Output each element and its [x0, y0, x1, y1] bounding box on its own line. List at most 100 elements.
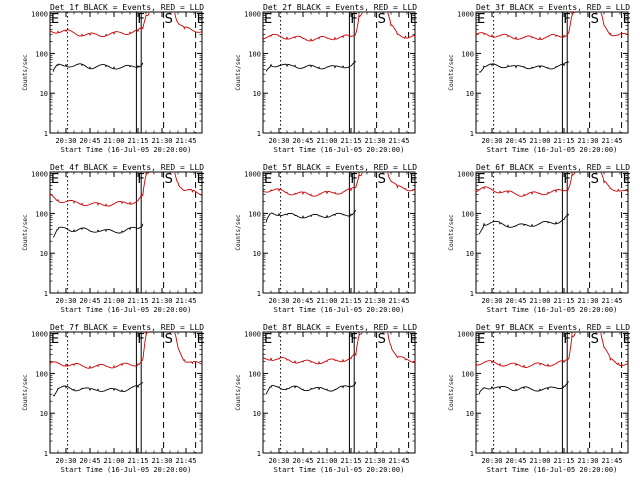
plot-frame	[262, 171, 416, 294]
x-axis-label: Start Time (16-Jul-05 20:20:00)	[487, 306, 618, 314]
marker-f: F	[563, 332, 570, 347]
y-axis-label: Counts/sec	[448, 214, 455, 251]
x-tick-label: 21:00	[103, 297, 124, 305]
series-events	[52, 223, 144, 238]
x-tick-label: 21:15	[340, 137, 361, 145]
series-lld	[49, 331, 203, 369]
y-tick-label: 100	[461, 210, 474, 218]
marker-s: S	[165, 172, 173, 187]
x-tick-label: 20:30	[481, 457, 502, 465]
y-axis-label: Counts/sec	[22, 54, 29, 91]
series-lld	[49, 12, 203, 38]
marker-e-left: E	[477, 172, 485, 187]
marker-e-left: E	[51, 12, 59, 27]
plot-frame	[475, 171, 629, 294]
x-tick-label: 21:45	[601, 457, 622, 465]
marker-e-left: E	[51, 172, 59, 187]
panel-det-5f: Det 5f BLACK = Events, RED = LLD 1 10 100 10…	[235, 163, 418, 314]
y-axis-label: Counts/sec	[22, 374, 29, 411]
x-tick-label: 20:45	[79, 137, 100, 145]
panel-det-2f: Det 2f BLACK = Events, RED = LLD 1 10 100 10…	[235, 3, 418, 154]
x-tick-label: 21:15	[127, 297, 148, 305]
y-tick-label: 100	[248, 210, 261, 218]
series-lld	[262, 172, 416, 197]
x-tick-label: 21:15	[340, 297, 361, 305]
series-events	[265, 60, 357, 72]
y-tick-label: 1000	[244, 11, 261, 19]
x-axis-label: Start Time (16-Jul-05 20:20:00)	[61, 146, 192, 154]
plot-frame	[49, 331, 203, 454]
x-tick-label: 21:45	[175, 297, 196, 305]
series-lld	[475, 172, 629, 197]
y-tick-label: 100	[248, 50, 261, 58]
panel-title: Det 9f BLACK = Events, RED = LLD	[476, 323, 630, 332]
x-tick-label: 21:30	[364, 137, 385, 145]
y-tick-label: 1	[470, 450, 474, 458]
plot-frame	[475, 11, 629, 134]
x-axis-label: Start Time (16-Jul-05 20:20:00)	[274, 146, 405, 154]
panel-title: Det 4f BLACK = Events, RED = LLD	[50, 163, 204, 172]
marker-e: E	[197, 172, 205, 187]
y-tick-label: 1000	[457, 331, 474, 339]
x-tick-label: 20:45	[505, 457, 526, 465]
y-tick-label: 10	[253, 410, 261, 418]
marker-e: E	[197, 332, 205, 347]
panel-title: Det 8f BLACK = Events, RED = LLD	[263, 323, 417, 332]
marker-e: E	[410, 332, 418, 347]
marker-e-left: E	[264, 12, 272, 27]
x-tick-label: 20:30	[55, 457, 76, 465]
marker-f: F	[350, 172, 357, 187]
series-lld	[49, 172, 203, 207]
marker-s: S	[378, 332, 386, 347]
x-tick-label: 21:45	[601, 297, 622, 305]
marker-s: S	[378, 172, 386, 187]
panel-title: Det 3f BLACK = Events, RED = LLD	[476, 3, 630, 12]
x-tick-label: 21:00	[316, 297, 337, 305]
marker-e-left: E	[51, 332, 59, 347]
x-tick-label: 21:45	[175, 137, 196, 145]
x-tick-label: 20:30	[481, 297, 502, 305]
x-tick-label: 20:45	[505, 297, 526, 305]
plot-frame	[262, 331, 416, 454]
x-tick-label: 21:15	[553, 137, 574, 145]
x-tick-label: 21:00	[316, 137, 337, 145]
x-tick-label: 21:45	[175, 457, 196, 465]
y-tick-label: 1000	[31, 331, 48, 339]
y-axis-label: Counts/sec	[235, 54, 242, 91]
plot-frame	[475, 331, 629, 454]
x-tick-label: 20:45	[505, 137, 526, 145]
x-tick-label: 21:30	[364, 457, 385, 465]
marker-e-left: E	[264, 172, 272, 187]
marker-e: E	[623, 172, 631, 187]
marker-e-left: E	[264, 332, 272, 347]
x-tick-label: 21:00	[103, 137, 124, 145]
marker-e: E	[623, 12, 631, 27]
x-tick-label: 20:45	[292, 297, 313, 305]
y-tick-label: 10	[40, 90, 48, 98]
panel-title: Det 2f BLACK = Events, RED = LLD	[263, 3, 417, 12]
x-tick-label: 21:30	[577, 457, 598, 465]
series-events	[52, 62, 144, 72]
x-tick-label: 21:00	[103, 457, 124, 465]
marker-s: S	[165, 332, 173, 347]
y-tick-label: 100	[461, 50, 474, 58]
marker-f: F	[137, 12, 144, 27]
marker-f: F	[137, 172, 144, 187]
y-axis-label: Counts/sec	[448, 374, 455, 411]
x-axis-label: Start Time (16-Jul-05 20:20:00)	[61, 466, 192, 474]
x-tick-label: 21:30	[577, 297, 598, 305]
y-tick-label: 1000	[31, 171, 48, 179]
series-lld	[475, 11, 629, 40]
panel-det-3f: Det 3f BLACK = Events, RED = LLD 1 10 100 10…	[448, 3, 631, 154]
y-tick-label: 100	[248, 370, 261, 378]
y-tick-label: 10	[466, 410, 474, 418]
y-axis-label: Counts/sec	[22, 214, 29, 251]
x-tick-label: 21:30	[151, 137, 172, 145]
y-tick-label: 1	[257, 290, 261, 298]
x-tick-label: 21:45	[388, 297, 409, 305]
y-tick-label: 10	[253, 250, 261, 258]
marker-s: S	[165, 12, 173, 27]
marker-e: E	[410, 172, 418, 187]
x-tick-label: 21:15	[340, 457, 361, 465]
